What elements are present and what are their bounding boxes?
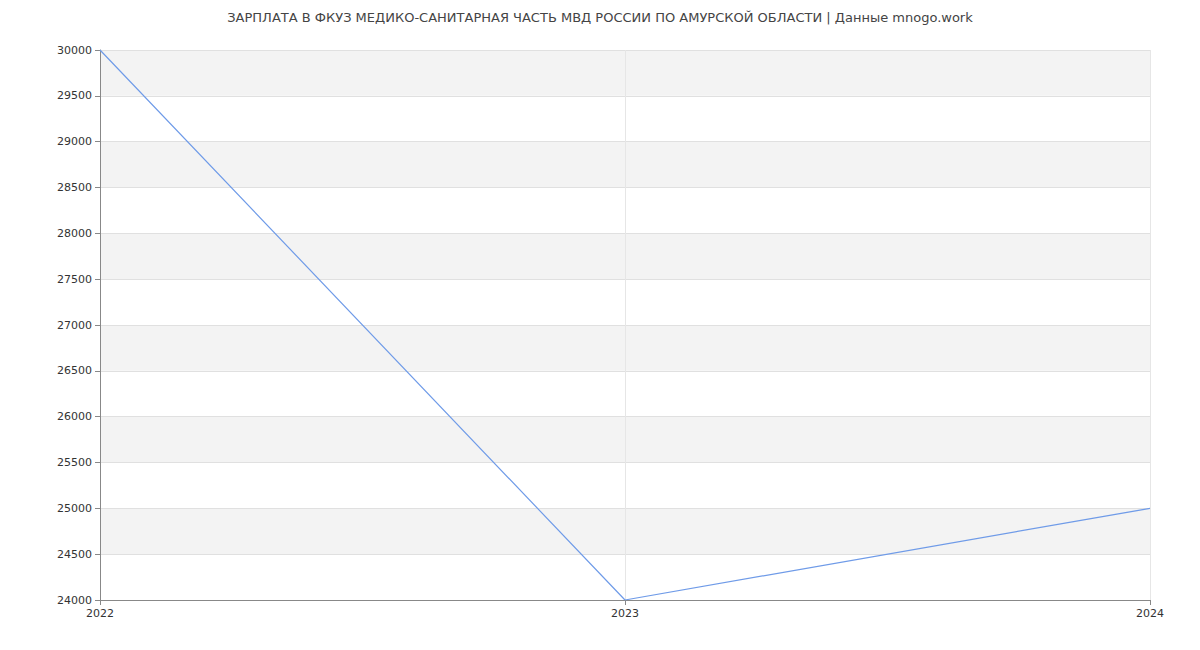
svg-text:ЗАРПЛАТА В ФКУЗ МЕДИКО-САНИТАР: ЗАРПЛАТА В ФКУЗ МЕДИКО-САНИТАРНАЯ ЧАСТЬ … — [227, 10, 973, 25]
svg-text:2024: 2024 — [1136, 607, 1164, 620]
svg-text:24000: 24000 — [57, 594, 92, 607]
svg-text:29500: 29500 — [57, 89, 92, 102]
svg-text:24500: 24500 — [57, 548, 92, 561]
svg-text:27000: 27000 — [57, 319, 92, 332]
svg-text:25500: 25500 — [57, 456, 92, 469]
svg-text:30000: 30000 — [57, 44, 92, 57]
svg-text:27500: 27500 — [57, 273, 92, 286]
svg-text:2022: 2022 — [86, 607, 114, 620]
svg-text:28500: 28500 — [57, 181, 92, 194]
svg-text:26000: 26000 — [57, 410, 92, 423]
svg-text:29000: 29000 — [57, 135, 92, 148]
svg-text:26500: 26500 — [57, 364, 92, 377]
svg-text:25000: 25000 — [57, 502, 92, 515]
svg-text:28000: 28000 — [57, 227, 92, 240]
svg-text:2023: 2023 — [611, 607, 639, 620]
